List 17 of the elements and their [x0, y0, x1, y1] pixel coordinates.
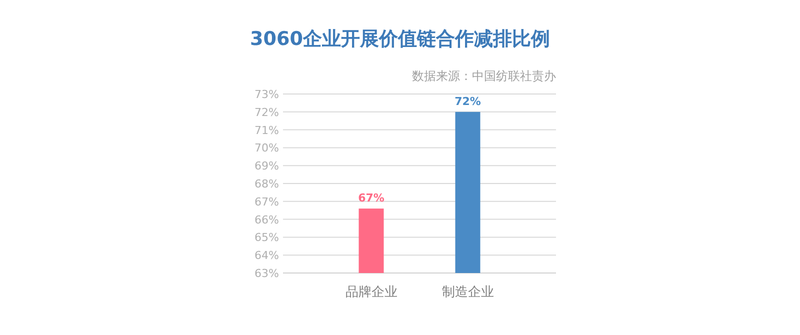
y-tick-label: 67%: [254, 195, 279, 208]
y-tick-label: 72%: [254, 106, 279, 119]
y-tick-label: 70%: [254, 142, 279, 155]
chart-title: 3060企业开展价值链合作减排比例: [250, 28, 550, 50]
x-tick-label: 品牌企业: [345, 285, 398, 300]
y-tick-label: 66%: [254, 213, 279, 226]
source-note: 数据来源：中国纺联社责办: [412, 69, 556, 83]
data-label: 67%: [358, 192, 384, 205]
y-tick-label: 64%: [254, 249, 279, 262]
y-tick-label: 63%: [254, 267, 279, 280]
y-tick-label: 69%: [254, 160, 279, 173]
data-label: 72%: [454, 94, 481, 108]
x-tick-label: 制造企业: [442, 285, 494, 300]
y-tick-label: 68%: [254, 178, 279, 190]
y-tick-label: 73%: [254, 88, 279, 101]
y-tick-label: 65%: [254, 231, 279, 244]
y-tick-label: 71%: [254, 124, 279, 137]
